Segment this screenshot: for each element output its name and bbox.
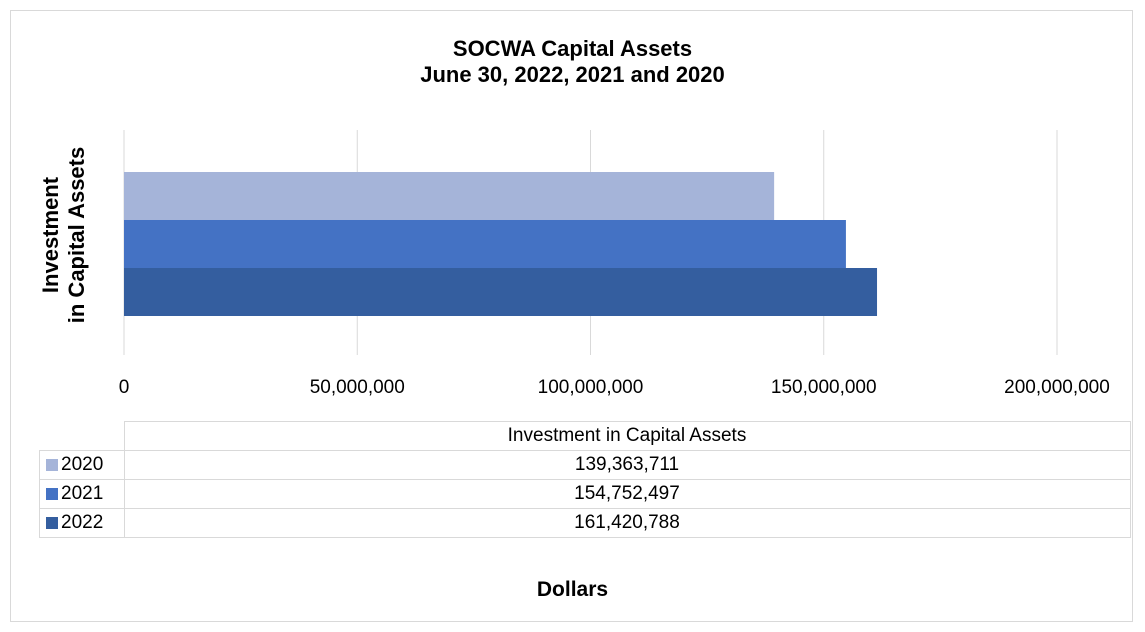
data-table-row: 2021 154,752,497 [39, 478, 1131, 509]
x-tick-label: 100,000,000 [537, 377, 644, 398]
bar-2020 [124, 172, 775, 220]
data-label: 161,420,788 [123, 507, 1131, 538]
x-tick-label: 0 [118, 377, 130, 398]
legend-entry: 2022 [39, 507, 125, 538]
plot-area [123, 130, 1058, 355]
data-label: 139,363,711 [123, 449, 1131, 480]
data-table: Investment in Capital Assets 2020 139,363… [39, 421, 1131, 538]
legend-swatch [46, 517, 58, 529]
legend-label: 2022 [61, 512, 104, 533]
legend-swatch [46, 488, 58, 500]
data-table-corner [39, 421, 125, 451]
chart-title: SOCWA Capital Assets [452, 36, 693, 61]
x-tick-label: 50,000,000 [309, 377, 405, 398]
data-table-row: 2022 161,420,788 [39, 507, 1131, 538]
data-table-row: 2020 139,363,711 [39, 449, 1131, 480]
chart-frame [10, 10, 1133, 622]
legend-label: 2021 [61, 483, 104, 504]
data-table-column-header: Investment in Capital Assets [123, 421, 1131, 451]
legend-label: 2020 [61, 454, 104, 475]
x-axis-title: Dollars [536, 578, 609, 601]
legend-entry: 2021 [39, 478, 125, 509]
chart-subtitle: June 30, 2022, 2021 and 2020 [420, 62, 725, 87]
x-tick-label: 200,000,000 [1004, 377, 1110, 398]
x-tick-label: 150,000,000 [770, 377, 877, 398]
legend-swatch [46, 459, 58, 471]
bar-2022 [124, 268, 878, 316]
bar-2021 [124, 220, 846, 268]
data-label: 154,752,497 [123, 478, 1131, 509]
legend-entry: 2020 [39, 449, 125, 480]
